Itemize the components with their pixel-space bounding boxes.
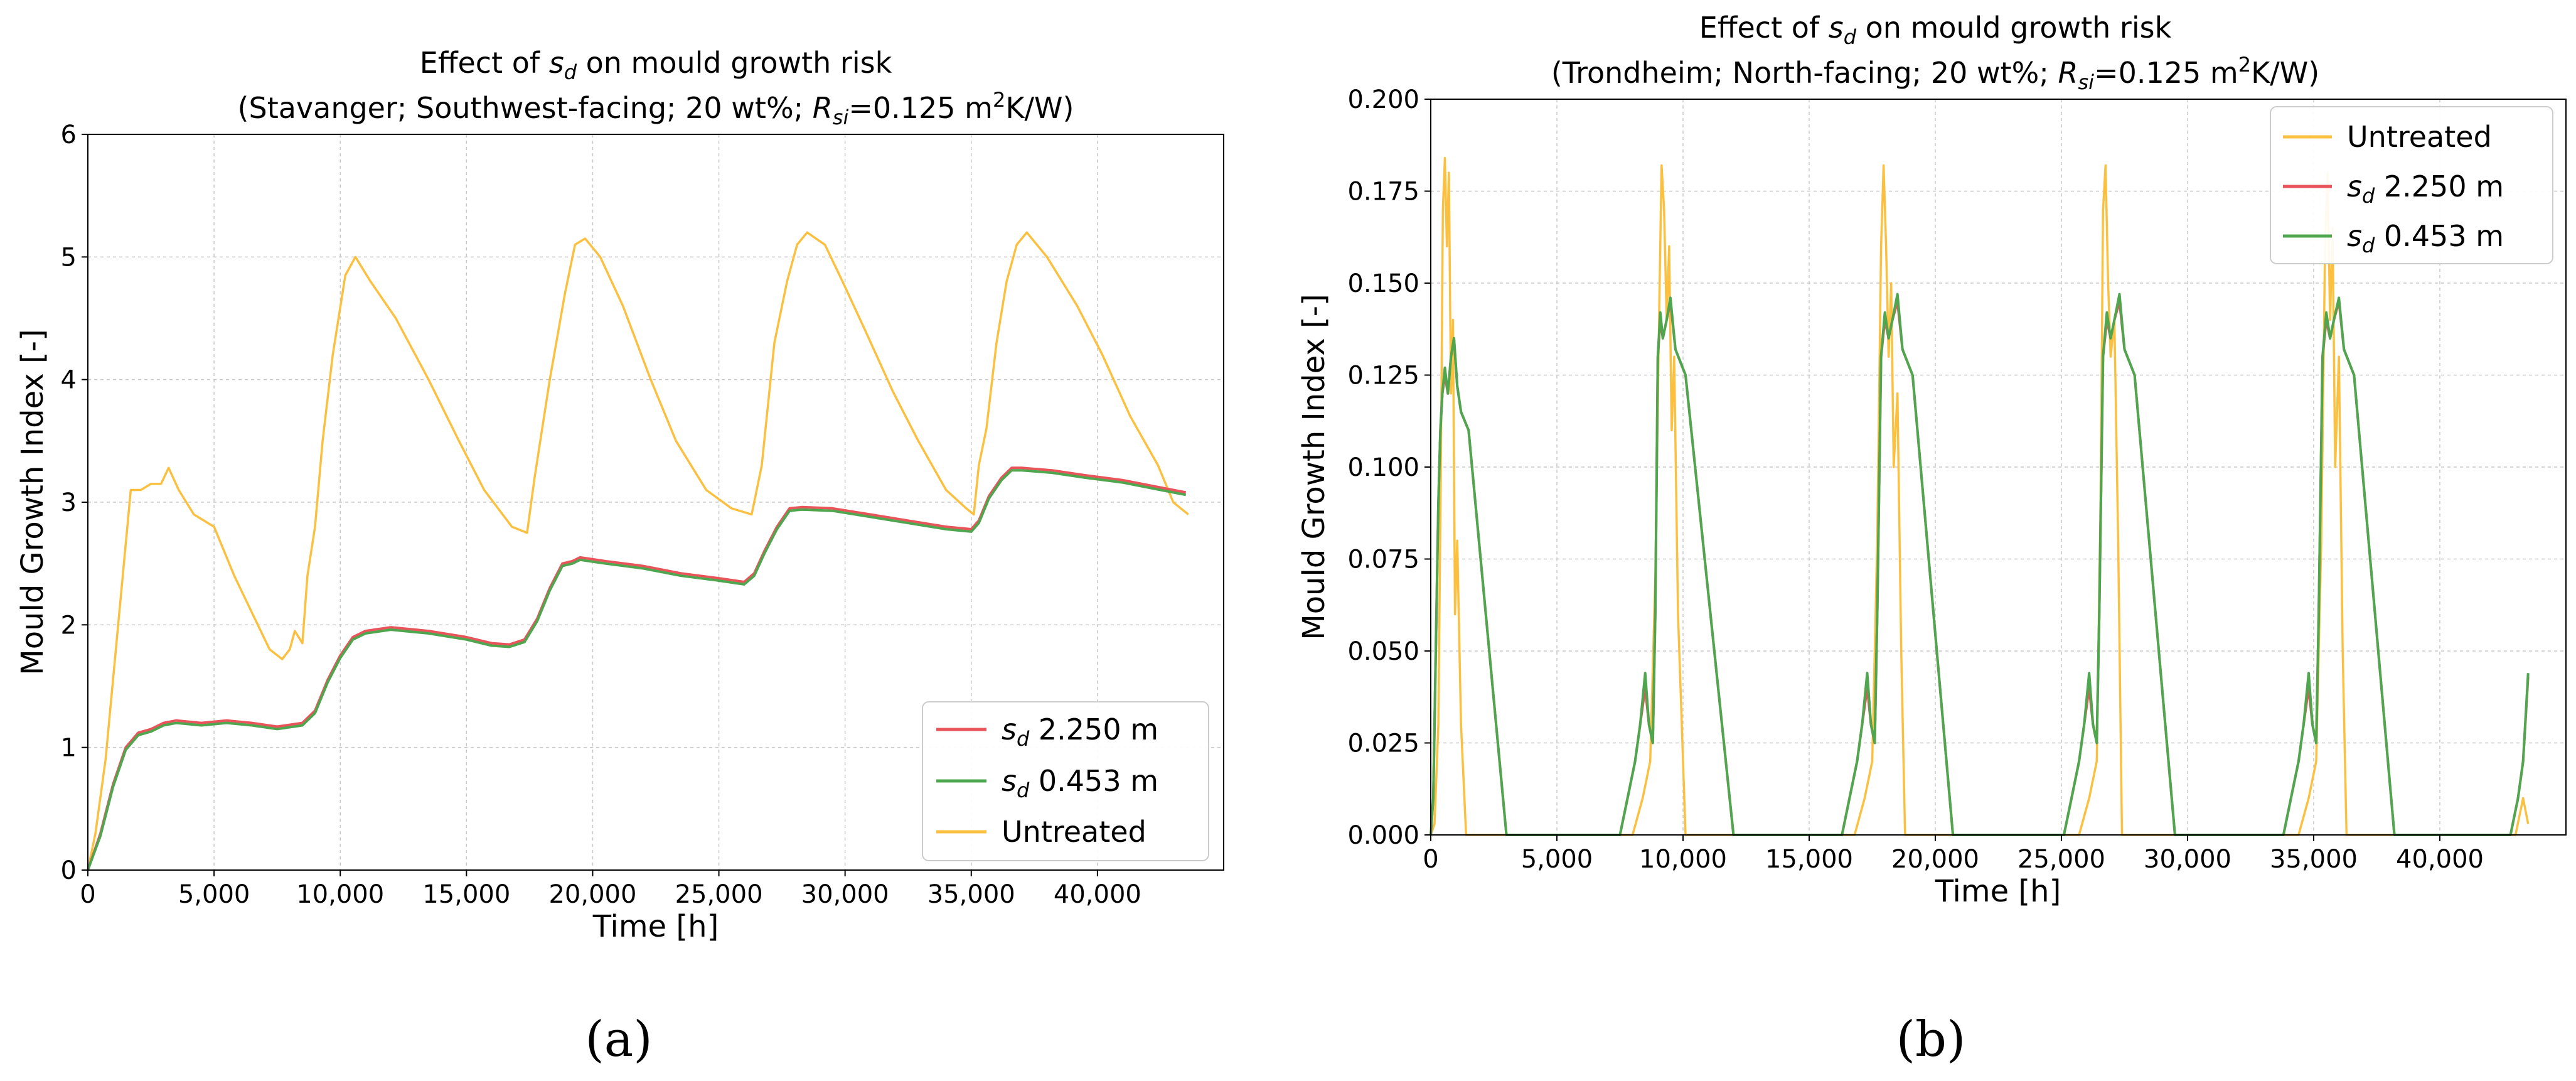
chart-b-xlabel: Time [h] <box>1935 874 2061 909</box>
chart-a-ticks: 0 5,000 10,000 15,000 20,000 25,000 30,000 35,0… <box>61 121 1141 909</box>
chart-a-ytick-label: 2 <box>61 611 77 640</box>
chart-a-series <box>87 231 1189 871</box>
chart-b-title-line1: Effect of sd on mould growth risk <box>1699 11 2172 49</box>
chart-b-xtick-label: 5,000 <box>1521 845 1593 874</box>
chart-a-title-line2: (Stavanger; Southwest-facing; 20 wt%; Rs… <box>238 88 1074 129</box>
chart-a-xtick-label: 20,000 <box>548 880 636 909</box>
chart-b-ytick-label: 0.150 <box>1347 269 1419 298</box>
chart-b-ytick-label: 0.100 <box>1347 453 1419 482</box>
chart-a-xtick-label: 15,000 <box>422 880 510 909</box>
chart-b-legend-label-sd2250: sd 2.250 m <box>2347 169 2504 208</box>
chart-b-xtick-label: 25,000 <box>2018 845 2105 874</box>
chart-a-ytick-label: 3 <box>61 488 77 517</box>
chart-b-ytick-label: 0.175 <box>1347 178 1419 207</box>
chart-a-ylabel: Mould Growth Index [-] <box>15 329 50 675</box>
chart-a-ytick-label: 6 <box>61 121 77 149</box>
chart-b-ytick-label: 0.075 <box>1347 546 1419 574</box>
chart-a-xtick-label: 10,000 <box>296 880 384 909</box>
chart-panel-b: Effect of sd on mould growth risk (Trond… <box>1296 11 2567 1068</box>
chart-b-ytick-label: 0.125 <box>1347 362 1419 390</box>
chart-b-xtick-label: 15,000 <box>1765 845 1853 874</box>
chart-b-xtick-label: 10,000 <box>1639 845 1727 874</box>
chart-a-xtick-label: 25,000 <box>675 880 763 909</box>
chart-b-title-line2: (Trondheim; North-facing; 20 wt%; Rsi=0.… <box>1551 53 2319 94</box>
chart-b-xtick-label: 20,000 <box>1891 845 1979 874</box>
chart-a-legend: sd 2.250 m sd 0.453 m Untreated <box>922 701 1209 861</box>
chart-b-ytick-label: 0.200 <box>1347 85 1419 114</box>
chart-b-legend-label-untreated: Untreated <box>2347 120 2492 154</box>
chart-a-ytick-label: 4 <box>61 366 77 395</box>
chart-b-series-untreated <box>1430 157 2530 836</box>
chart-a-legend-label-sd2250: sd 2.250 m <box>1002 713 1158 751</box>
chart-b-xtick-label: 35,000 <box>2270 845 2358 874</box>
chart-a-ytick-label: 0 <box>61 856 77 885</box>
chart-b-xtick-label: 30,000 <box>2144 845 2231 874</box>
chart-a-xtick-label: 30,000 <box>801 880 889 909</box>
chart-a-xtick-label: 40,000 <box>1054 880 1141 909</box>
chart-b-ytick-label: 0.050 <box>1347 637 1419 666</box>
chart-b-ylabel: Mould Growth Index [-] <box>1296 294 1332 640</box>
chart-b-panel-label: (b) <box>1896 1011 1966 1068</box>
chart-a-xlabel: Time [h] <box>592 909 719 944</box>
chart-a-legend-box <box>922 701 1209 861</box>
chart-b-legend: Untreated sd 2.250 m sd 0.453 m <box>2270 106 2553 264</box>
chart-b-xtick-label: 0 <box>1423 845 1438 874</box>
chart-a-series-untreated <box>87 231 1189 871</box>
chart-b-ticks: 0 5,000 10,000 15,000 20,000 25,000 30,000 35,0… <box>1347 85 2484 874</box>
chart-b-ytick-label: 0.000 <box>1347 821 1419 850</box>
chart-a-legend-label-sd0453: sd 0.453 m <box>1002 764 1158 802</box>
chart-b-xtick-label: 40,000 <box>2396 845 2484 874</box>
chart-a-series-s-d-0-453-m <box>87 469 1187 871</box>
chart-a-xtick-label: 35,000 <box>927 880 1015 909</box>
chart-a-xtick-label: 0 <box>80 880 95 909</box>
chart-b-ytick-label: 0.025 <box>1347 729 1419 758</box>
chart-b-legend-label-sd0453: sd 0.453 m <box>2347 219 2504 257</box>
chart-a-ytick-label: 1 <box>61 734 77 763</box>
chart-a-xtick-label: 5,000 <box>178 880 250 909</box>
chart-b-legend-box <box>2270 106 2553 264</box>
chart-a-legend-label-untreated: Untreated <box>1002 815 1146 849</box>
chart-a-ytick-label: 5 <box>61 243 77 272</box>
chart-a-panel-label: (a) <box>585 1011 652 1068</box>
chart-panel-a: Effect of sd on mould growth risk (Stava… <box>15 46 1224 1068</box>
chart-a-title-line1: Effect of sd on mould growth risk <box>420 46 892 84</box>
